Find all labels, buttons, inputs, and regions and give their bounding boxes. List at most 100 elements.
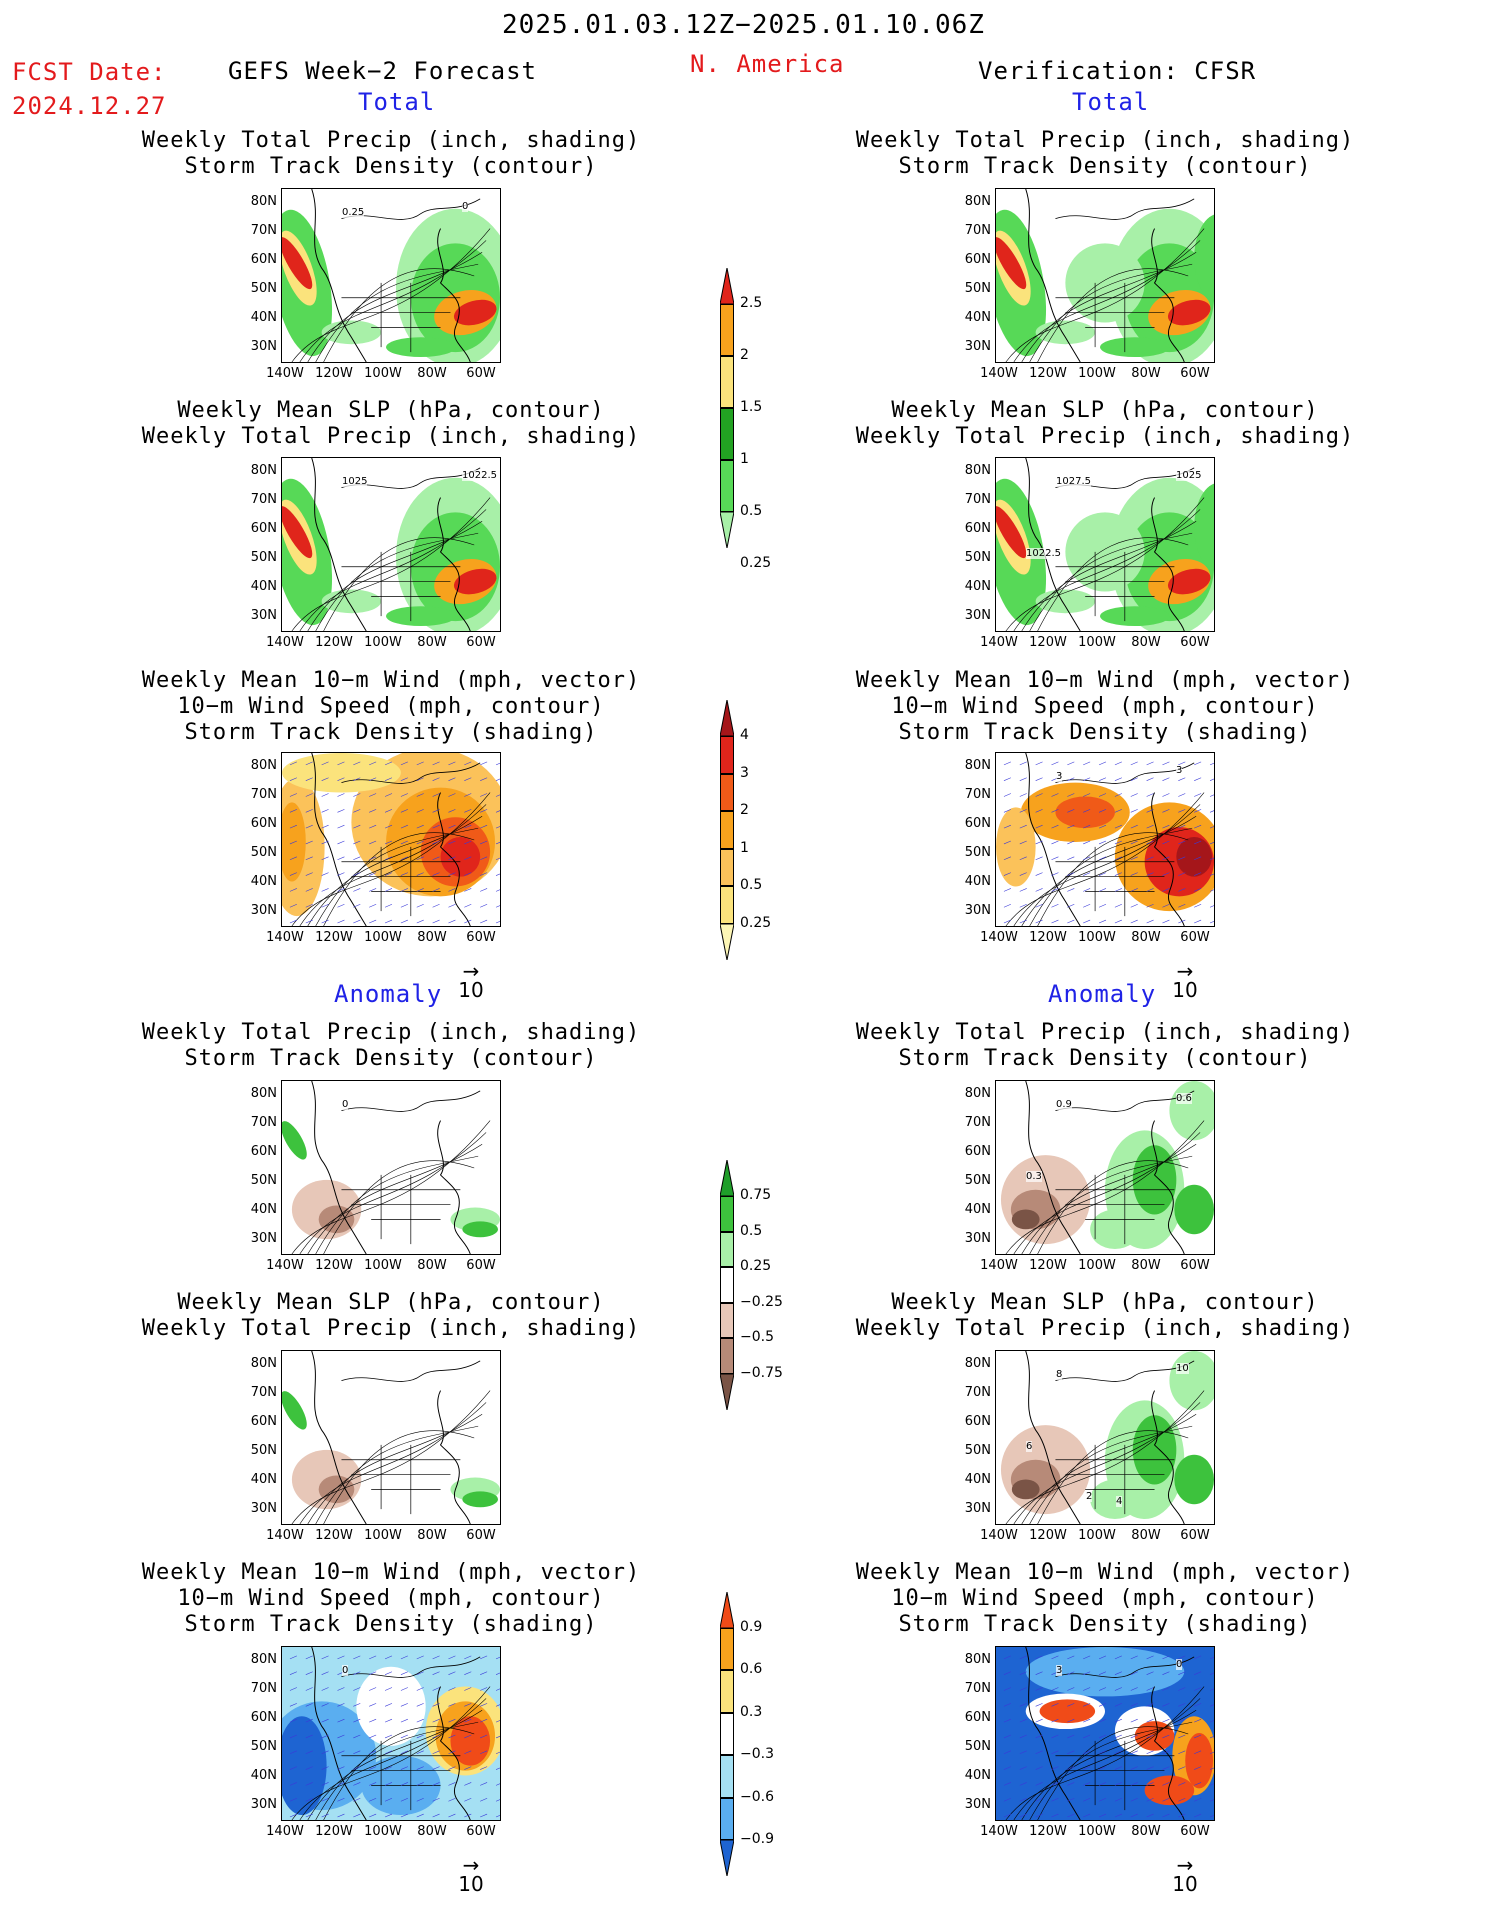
colorbar-tick-label: 0.6 bbox=[740, 1661, 763, 1678]
lon-tick-label: 120W bbox=[315, 635, 353, 650]
panel-title-r6-c1-l2: 10−m Wind Speed (mph, contour) bbox=[177, 1586, 605, 1611]
lat-tick-label: 50N bbox=[250, 1173, 277, 1188]
vector-reference: → 10 bbox=[458, 1853, 484, 1896]
contour-label: 1027.5 bbox=[1056, 476, 1091, 487]
lon-tick-label: 60W bbox=[466, 366, 496, 381]
lat-tick-label: 50N bbox=[250, 550, 277, 565]
panel-title-r4-c1-l2: Storm Track Density (contour) bbox=[184, 1046, 598, 1071]
lon-tick-label: 140W bbox=[980, 1258, 1018, 1273]
lon-tick-label: 60W bbox=[466, 1528, 496, 1543]
lon-tick-label: 80W bbox=[1131, 1528, 1161, 1543]
lon-tick-label: 80W bbox=[417, 1258, 447, 1273]
colorbar-segment bbox=[720, 304, 734, 356]
lon-tick-label: 140W bbox=[266, 1258, 304, 1273]
map-r5-c2: 8 10 6 2 4 bbox=[995, 1350, 1215, 1525]
colorbar-storm-total: 4 3 2 1 0.5 0.25 bbox=[720, 700, 780, 960]
lon-tick-label: 140W bbox=[266, 930, 304, 945]
lat-tick-label: 60N bbox=[250, 1414, 277, 1429]
lat-tick-label: 70N bbox=[250, 492, 277, 507]
lon-tick-label: 80W bbox=[417, 366, 447, 381]
lon-tick-label: 100W bbox=[364, 930, 402, 945]
lon-tick-label: 120W bbox=[315, 930, 353, 945]
contour-label: 3 bbox=[1056, 1665, 1063, 1676]
lon-tick-label: 120W bbox=[1029, 1824, 1067, 1839]
colorbar-tick-label: 2.5 bbox=[740, 295, 763, 311]
lon-tick-label: 60W bbox=[1180, 1528, 1210, 1543]
panel-title-r4-c2-l1: Weekly Total Precip (inch, shading) bbox=[855, 1020, 1355, 1045]
lat-tick-label: 30N bbox=[964, 339, 991, 354]
colorbar-segment bbox=[720, 1302, 734, 1339]
lat-tick-label: 30N bbox=[250, 1797, 277, 1812]
panel-title-r6-c2-l1: Weekly Mean 10−m Wind (mph, vector) bbox=[855, 1560, 1355, 1585]
lat-tick-label: 70N bbox=[964, 492, 991, 507]
contour-label: 3 bbox=[1176, 765, 1183, 776]
lat-tick-label: 30N bbox=[964, 608, 991, 623]
colorbar-tick-label: 0.5 bbox=[740, 877, 763, 894]
colorbar-tip bbox=[720, 1840, 734, 1876]
lat-tick-label: 60N bbox=[250, 521, 277, 536]
lat-tick-label: 50N bbox=[964, 1443, 991, 1458]
colorbar-tick-label: 0.9 bbox=[740, 1619, 763, 1635]
colorbar-segment bbox=[720, 1712, 734, 1756]
lat-tick-label: 50N bbox=[250, 845, 277, 860]
lon-tick-label: 60W bbox=[1180, 635, 1210, 650]
contour-label: 0 bbox=[342, 1665, 349, 1676]
panel-title-r5-c2-l1: Weekly Mean SLP (hPa, contour) bbox=[891, 1290, 1319, 1315]
colorbar-segment bbox=[720, 356, 734, 408]
lat-tick-label: 60N bbox=[250, 252, 277, 267]
contour-label: 0 bbox=[462, 201, 469, 212]
lon-tick-label: 60W bbox=[466, 930, 496, 945]
vector-reference: → 10 bbox=[458, 959, 484, 1002]
lat-tick-label: 50N bbox=[964, 1173, 991, 1188]
lat-tick-label: 60N bbox=[964, 1710, 991, 1725]
lat-tick-label: 30N bbox=[250, 1231, 277, 1246]
contour-label: 10 bbox=[1176, 1363, 1189, 1374]
lon-tick-label: 120W bbox=[1029, 1258, 1067, 1273]
lat-tick-label: 60N bbox=[964, 816, 991, 831]
lat-tick-label: 80N bbox=[964, 194, 991, 209]
lat-tick-label: 70N bbox=[964, 787, 991, 802]
lon-tick-label: 120W bbox=[1029, 930, 1067, 945]
lon-tick-label: 140W bbox=[980, 635, 1018, 650]
lon-tick-label: 100W bbox=[364, 1824, 402, 1839]
map-r1-c2 bbox=[995, 188, 1215, 363]
colorbar-tick-label: −0.75 bbox=[740, 1365, 783, 1381]
section-total-right: Total bbox=[1072, 88, 1150, 116]
contour-label: 0 bbox=[1176, 1659, 1183, 1670]
section-total-left: Total bbox=[358, 88, 436, 116]
panel-title-r3-c1-l2: 10−m Wind Speed (mph, contour) bbox=[177, 694, 605, 719]
lat-tick-label: 70N bbox=[964, 1681, 991, 1696]
lat-tick-label: 80N bbox=[964, 463, 991, 478]
colorbar-tick-label: 0.3 bbox=[740, 1703, 763, 1720]
map-r1-c1: 0.25 0 bbox=[281, 188, 501, 363]
colorbar-tick-label: 2 bbox=[740, 347, 749, 363]
lon-tick-label: 80W bbox=[417, 1824, 447, 1839]
lat-tick-label: 40N bbox=[964, 310, 991, 325]
lon-tick-label: 120W bbox=[1029, 366, 1067, 381]
lat-tick-label: 40N bbox=[250, 579, 277, 594]
lon-tick-label: 60W bbox=[1180, 930, 1210, 945]
left-column-title: GEFS Week−2 Forecast bbox=[228, 57, 537, 85]
lat-tick-label: 50N bbox=[964, 845, 991, 860]
lat-tick-label: 70N bbox=[250, 1385, 277, 1400]
map-r2-c1: 1025 1022.5 bbox=[281, 457, 501, 632]
lon-tick-label: 80W bbox=[417, 930, 447, 945]
lat-tick-label: 60N bbox=[250, 1144, 277, 1159]
lon-tick-label: 100W bbox=[364, 366, 402, 381]
lat-tick-label: 30N bbox=[964, 1797, 991, 1812]
colorbar-tip bbox=[720, 1592, 734, 1628]
colorbar-segment bbox=[720, 1628, 734, 1671]
lon-tick-label: 80W bbox=[1131, 366, 1161, 381]
lat-tick-label: 60N bbox=[964, 521, 991, 536]
contour-label: 8 bbox=[1056, 1369, 1063, 1380]
map-r4-c1: 0 bbox=[281, 1080, 501, 1255]
panel-title-r6-c1-l3: Storm Track Density (shading) bbox=[184, 1612, 598, 1637]
lon-tick-label: 60W bbox=[466, 1824, 496, 1839]
panel-title-r4-c1-l1: Weekly Total Precip (inch, shading) bbox=[141, 1020, 641, 1045]
lon-tick-label: 100W bbox=[1078, 1528, 1116, 1543]
contour-label: 0.3 bbox=[1026, 1171, 1042, 1182]
lat-tick-label: 70N bbox=[250, 223, 277, 238]
lat-tick-label: 30N bbox=[964, 903, 991, 918]
lon-tick-label: 140W bbox=[980, 366, 1018, 381]
contour-label: 4 bbox=[1116, 1496, 1123, 1507]
